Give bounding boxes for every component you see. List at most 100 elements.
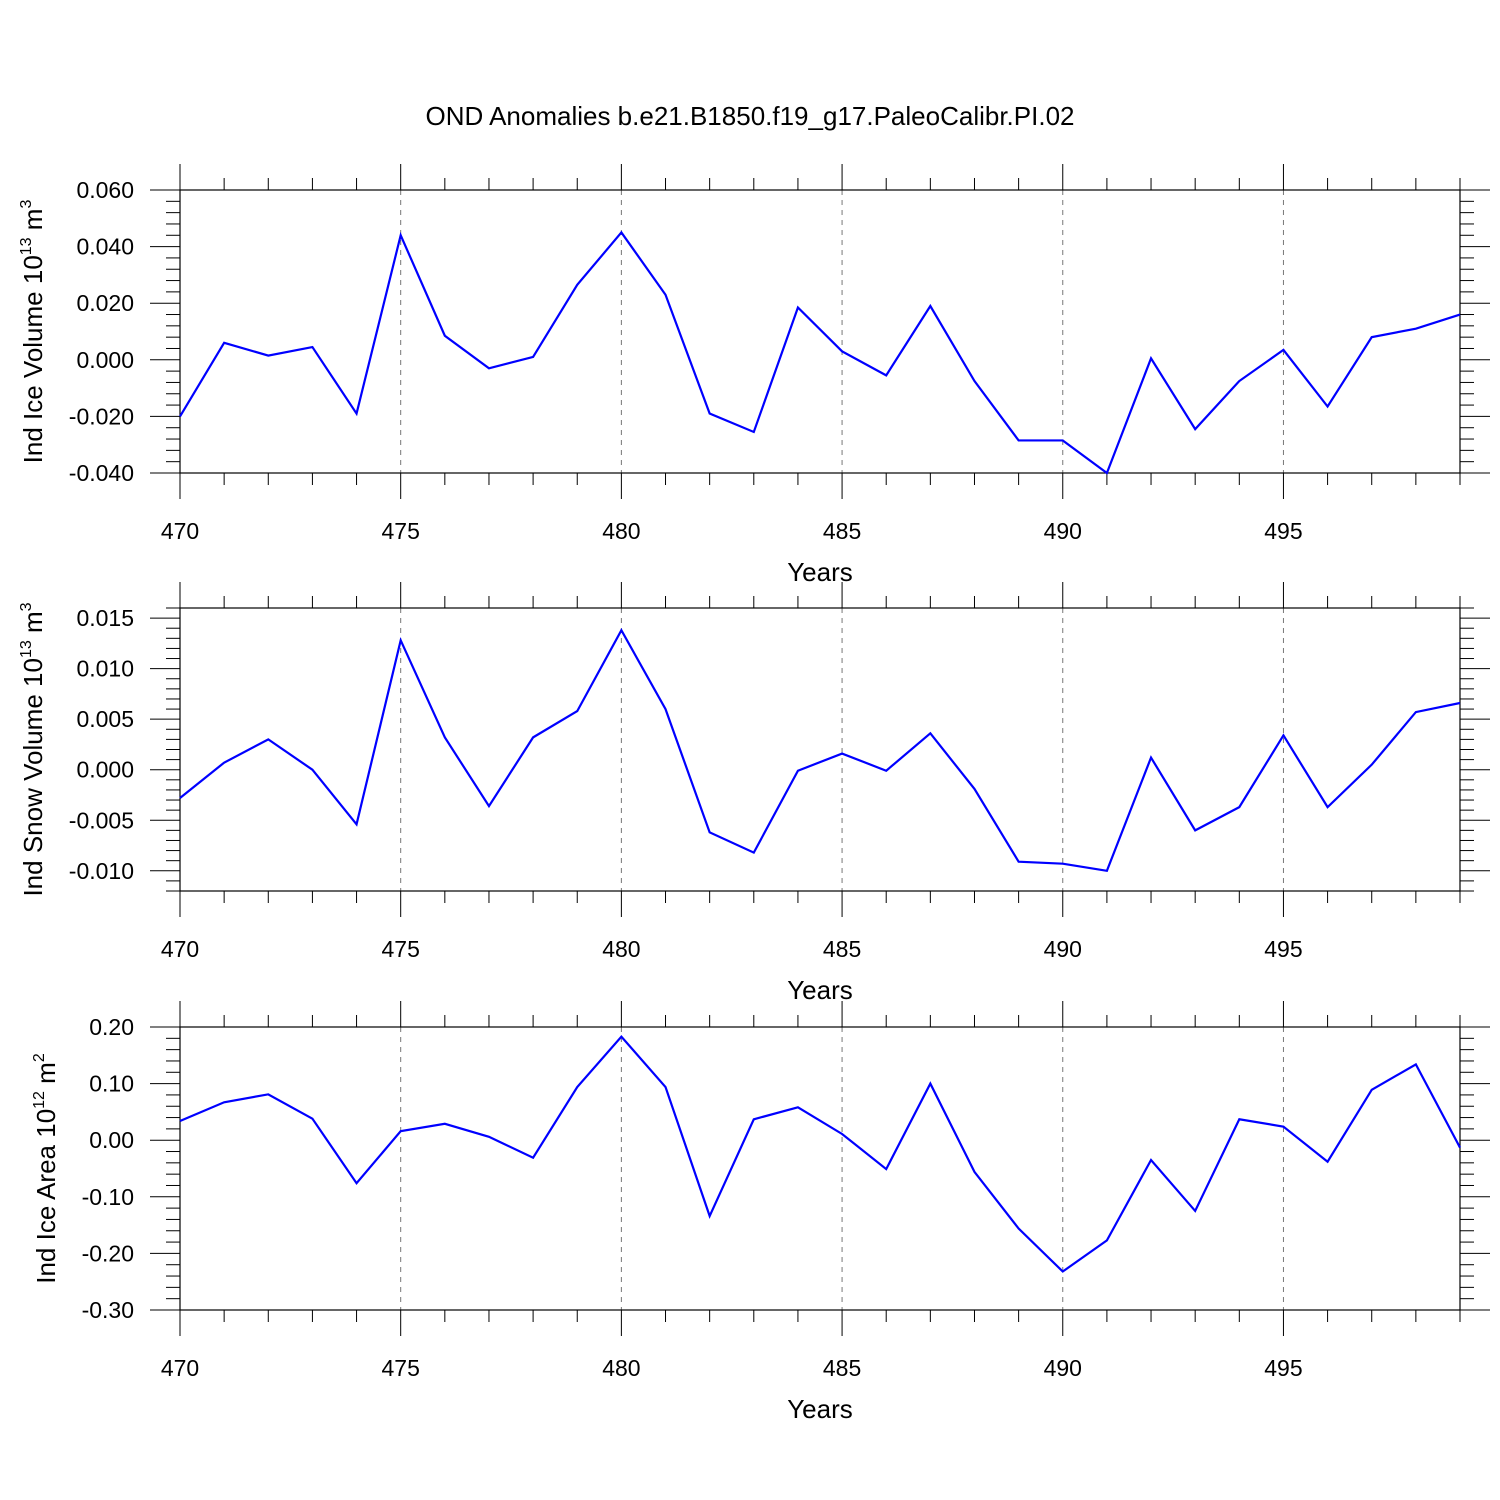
data-point-499 — [1459, 1146, 1461, 1148]
data-point-487 — [929, 1082, 931, 1084]
x-tick-label: 485 — [823, 936, 861, 962]
y-axis-label-exponent: 12 — [31, 1091, 48, 1109]
y-tick-label: -0.040 — [69, 460, 134, 486]
y-tick-label: 0.005 — [76, 706, 134, 732]
data-point-478 — [532, 356, 534, 358]
data-point-486 — [885, 770, 887, 772]
panel-2: -0.010 -0.005 0.000 0.005 0.010 0.015 470 475 48… — [18, 582, 1490, 1005]
x-tick-label: 470 — [161, 936, 199, 962]
data-point-489 — [1017, 1227, 1019, 1229]
data-point-483 — [753, 851, 755, 853]
y-tick-label: -0.20 — [82, 1240, 134, 1266]
data-point-484 — [797, 306, 799, 308]
y-tick-label: 0.060 — [76, 177, 134, 203]
x-tick-label: 490 — [1044, 1355, 1082, 1381]
data-point-493 — [1194, 829, 1196, 831]
data-point-472 — [267, 354, 269, 356]
y-tick-label: -0.10 — [82, 1184, 134, 1210]
plot-frame-1 — [179, 189, 1461, 474]
data-point-496 — [1326, 1161, 1328, 1163]
data-point-498 — [1415, 327, 1417, 329]
data-point-496 — [1326, 806, 1328, 808]
data-point-488 — [973, 1171, 975, 1173]
data-point-493 — [1194, 428, 1196, 430]
data-point-495 — [1282, 734, 1284, 736]
x-tick-label: 495 — [1264, 518, 1302, 544]
data-point-490 — [1062, 1270, 1064, 1272]
data-point-473 — [311, 769, 313, 771]
data-point-474 — [355, 412, 357, 414]
data-point-484 — [797, 770, 799, 772]
y-axis-label-exponent: 13 — [18, 640, 35, 658]
x-tick-label: 480 — [602, 518, 640, 544]
data-point-490 — [1062, 439, 1064, 441]
data-point-482 — [708, 1215, 710, 1217]
data-point-496 — [1326, 405, 1328, 407]
data-point-494 — [1238, 380, 1240, 382]
data-point-476 — [444, 1123, 446, 1125]
y-axis-label-unit-exponent: 3 — [18, 200, 35, 209]
y-tick-label: 0.10 — [89, 1071, 134, 1097]
x-tick-label: 475 — [382, 936, 420, 962]
x-tick-label: 470 — [161, 1355, 199, 1381]
data-point-485 — [841, 350, 843, 352]
y-tick-label: 0.020 — [76, 290, 134, 316]
data-point-480 — [620, 231, 622, 233]
y-axis-label-text: Ind Ice Volume 10 — [18, 255, 48, 463]
data-point-498 — [1415, 711, 1417, 713]
data-point-482 — [708, 412, 710, 414]
data-point-480 — [620, 629, 622, 631]
data-point-477 — [488, 1136, 490, 1138]
data-point-479 — [576, 1086, 578, 1088]
data-point-495 — [1282, 349, 1284, 351]
x-tick-label: 475 — [382, 1355, 420, 1381]
panel-1: -0.040 -0.020 0.000 0.020 0.040 0.060 470 475 48… — [18, 164, 1490, 587]
data-point-483 — [753, 431, 755, 433]
data-point-470 — [179, 797, 181, 799]
x-tick-label: 470 — [161, 518, 199, 544]
data-point-483 — [753, 1118, 755, 1120]
data-point-491 — [1106, 870, 1108, 872]
data-point-488 — [973, 380, 975, 382]
y-tick-label: 0.20 — [89, 1014, 134, 1040]
data-point-472 — [267, 738, 269, 740]
data-point-487 — [929, 732, 931, 734]
data-point-497 — [1371, 763, 1373, 765]
y-axis-label-exponent: 13 — [18, 237, 35, 255]
data-point-471 — [223, 342, 225, 344]
data-point-477 — [488, 805, 490, 807]
y-tick-label: -0.020 — [69, 403, 134, 429]
series-line-3-1 — [179, 1034, 1461, 1273]
data-point-497 — [1371, 336, 1373, 338]
data-point-475 — [399, 234, 401, 236]
y-tick-label: -0.30 — [82, 1297, 134, 1323]
y-axis-label-unit: m — [18, 611, 48, 640]
plot-frame-3 — [179, 1026, 1461, 1311]
data-point-487 — [929, 305, 931, 307]
data-point-491 — [1106, 472, 1108, 474]
data-point-478 — [532, 736, 534, 738]
data-point-478 — [532, 1157, 534, 1159]
y-axis-label: Ind Ice Volume 1013 m3 — [18, 200, 48, 464]
x-axis-label: Years — [787, 1394, 853, 1424]
series-line-2-1 — [179, 627, 1461, 873]
y-axis-label-unit-exponent: 3 — [18, 602, 35, 611]
data-point-486 — [885, 1168, 887, 1170]
plot-frame-2 — [179, 607, 1461, 892]
data-point-481 — [664, 1086, 666, 1088]
data-point-486 — [885, 374, 887, 376]
y-axis-label-text: Ind Ice Area 10 — [31, 1109, 61, 1284]
data-point-473 — [311, 346, 313, 348]
data-point-473 — [311, 1117, 313, 1119]
data-point-494 — [1238, 806, 1240, 808]
data-point-481 — [664, 294, 666, 296]
x-tick-label: 490 — [1044, 518, 1082, 544]
data-point-498 — [1415, 1063, 1417, 1065]
x-axis-label: Years — [787, 975, 853, 1005]
data-point-499 — [1459, 702, 1461, 704]
data-point-492 — [1150, 1159, 1152, 1161]
data-point-492 — [1150, 756, 1152, 758]
data-point-492 — [1150, 357, 1152, 359]
data-point-477 — [488, 367, 490, 369]
x-tick-label: 480 — [602, 936, 640, 962]
